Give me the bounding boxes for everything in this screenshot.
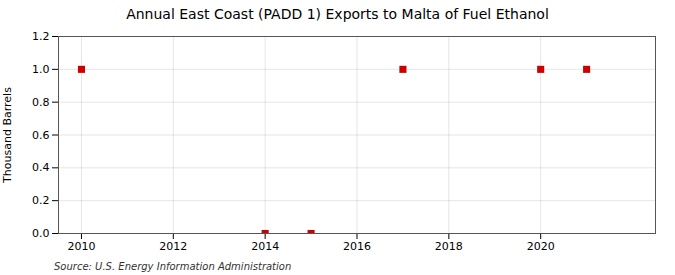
svg-text:1.2: 1.2 xyxy=(32,30,50,43)
svg-text:1.0: 1.0 xyxy=(32,63,50,76)
svg-text:0.8: 0.8 xyxy=(32,96,50,109)
svg-text:0.6: 0.6 xyxy=(32,129,50,142)
html-text:Source: U.S. Energy Informatio: Source: U.S. Energy Information Administ… xyxy=(54,261,292,272)
svg-text:0.4: 0.4 xyxy=(32,161,50,174)
svg-text:2012: 2012 xyxy=(159,240,187,253)
svg-text:2020: 2020 xyxy=(527,240,555,253)
svg-text:0.2: 0.2 xyxy=(32,194,50,207)
svg-text:2018: 2018 xyxy=(435,240,463,253)
svg-text:2010: 2010 xyxy=(67,240,95,253)
svg-text:2016: 2016 xyxy=(343,240,371,253)
svg-text:2014: 2014 xyxy=(251,240,279,253)
html-text:Annual East Coast (PADD 1) Exp: Annual East Coast (PADD 1) Exports to Ma… xyxy=(126,6,549,22)
svg-text:Thousand Barrels: Thousand Barrels xyxy=(1,87,14,184)
svg-text:0.0: 0.0 xyxy=(32,227,50,240)
